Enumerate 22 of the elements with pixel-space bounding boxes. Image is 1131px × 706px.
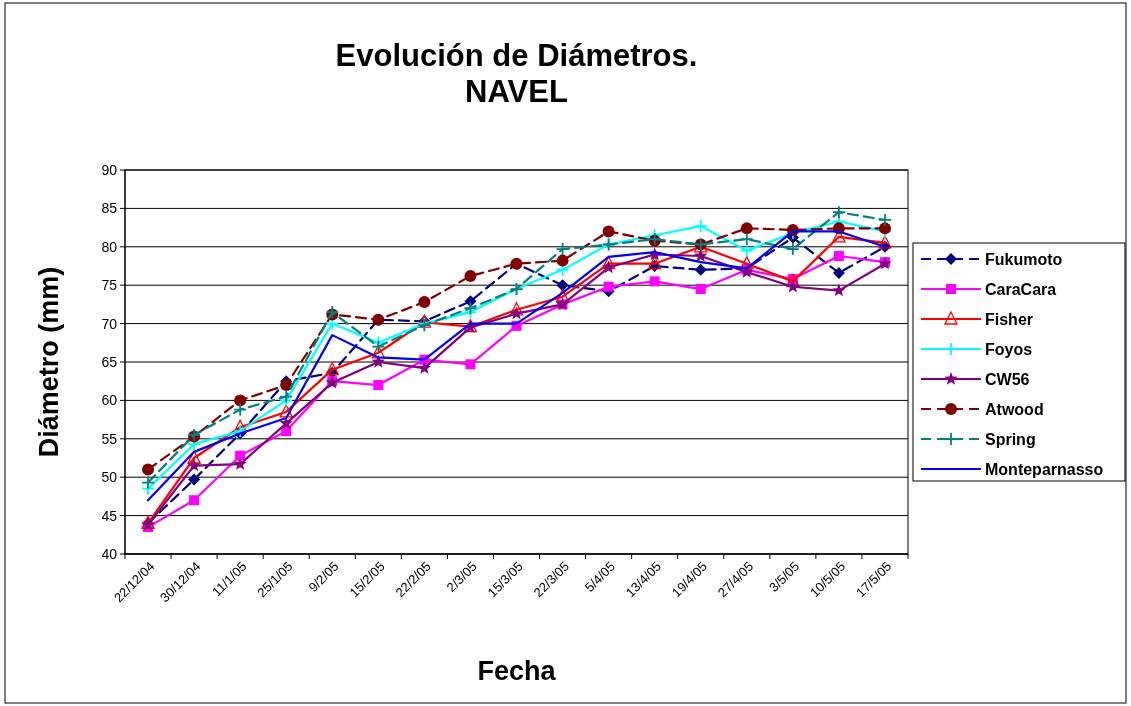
legend-label: Fukumoto: [985, 250, 1063, 268]
y-tick-label: 60: [101, 392, 118, 409]
y-tick-label: 90: [101, 161, 118, 178]
y-tick-label: 55: [101, 430, 118, 447]
chart-title: Evolución de Diámetros. NAVEL: [335, 38, 698, 109]
y-tick-label: 50: [101, 469, 118, 486]
legend-label: Monteparnasso: [985, 460, 1104, 478]
legend-label: Atwood: [985, 400, 1044, 418]
y-axis-title: Diámetro (mm): [34, 266, 64, 458]
x-axis-title: Fecha: [477, 656, 557, 686]
y-tick-label: 45: [101, 507, 118, 524]
y-tick-label: 70: [101, 315, 118, 332]
legend-label: Foyos: [985, 340, 1033, 358]
legend-label: CW56: [985, 370, 1030, 388]
y-tick-label: 75: [101, 277, 118, 294]
legend-label: Fisher: [985, 310, 1034, 328]
y-tick-label: 40: [101, 545, 118, 562]
y-tick-label: 65: [101, 353, 118, 370]
legend-label: Spring: [985, 430, 1036, 448]
legend-label: CaraCara: [985, 280, 1057, 298]
y-tick-label: 80: [101, 238, 118, 255]
y-tick-label: 85: [101, 200, 118, 217]
